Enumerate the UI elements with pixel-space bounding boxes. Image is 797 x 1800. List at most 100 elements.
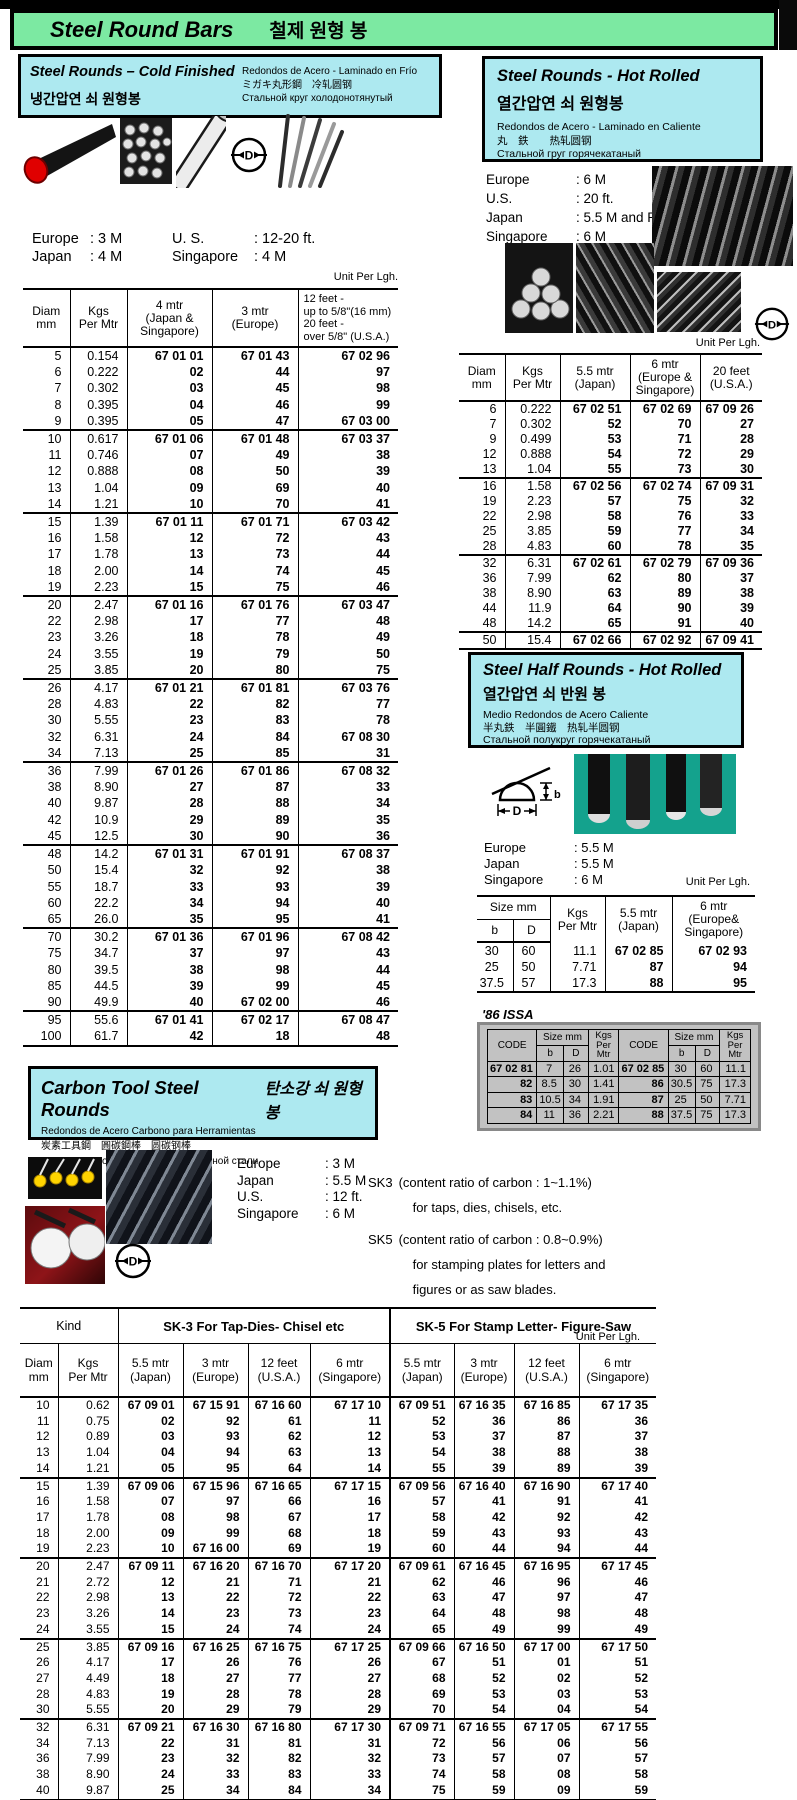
length-item: : 12-20 ft. (254, 231, 316, 247)
table-cell: 2.47 (57, 1557, 118, 1575)
table-cell: 59 (578, 1782, 657, 1800)
table-cell: 67 01 16 (126, 595, 212, 614)
table-cell: 46 (453, 1574, 515, 1591)
table-row: 36 7.99 67 01 26 67 01 86 67 08 32 (23, 761, 398, 780)
table-cell: 05 (126, 412, 212, 431)
table-cell: 67 15 91 (182, 1397, 248, 1414)
length-item: : 20 ft. (576, 191, 614, 206)
table-cell: 17 (309, 1509, 391, 1526)
table-cell: 30.5 (667, 1076, 696, 1093)
length-item: Europe (32, 231, 79, 247)
table-row: 36 7.99 62 80 37 (459, 571, 762, 586)
table-cell: 55.6 (69, 1010, 127, 1029)
unit-label: Unit Per Lgh. (333, 271, 398, 283)
table-cell: 36 (482, 571, 497, 585)
table-row: 20 2.47 67 01 16 67 01 76 67 03 47 (23, 595, 398, 614)
table-row: 36 7.99 23 32 82 32 73 57 07 57 (20, 1751, 657, 1768)
table-cell: 12.5 (69, 827, 127, 846)
table-cell: 3.26 (57, 1606, 118, 1622)
table-cell: 3.85 (504, 524, 560, 539)
table-row: 30 60 11.1 67 02 85 67 02 93 (477, 942, 756, 959)
half-rounds-header-box: Steel Half Rounds - Hot Rolled 열간압연 쇠 반원… (468, 652, 744, 748)
table-cell: 35 (126, 910, 212, 929)
table-cell: 0.75 (57, 1413, 118, 1430)
table-cell: 81 (247, 1735, 310, 1752)
table-cell: 64 (389, 1606, 455, 1622)
table-cell: 02 (126, 364, 212, 381)
length-item: Europe (484, 840, 526, 855)
subtitle-spanish: Medio Redondos de Acero Caliente (483, 709, 649, 721)
table-cell: 55 (47, 879, 62, 894)
table-cell: 99 (513, 1621, 580, 1639)
table-cell: 44 (453, 1541, 515, 1559)
table-cell: 48 (453, 1606, 515, 1622)
table-cell: 70 (211, 495, 298, 514)
table-cell: 39 (297, 463, 398, 480)
table-cell: 7.13 (57, 1735, 118, 1752)
table-cell: 11 (48, 448, 62, 463)
table-cell: 05 (117, 1460, 183, 1478)
col-header-sk5-usa: 12 feet (U.S.A.) (513, 1343, 580, 1398)
diameter-letter: D (245, 149, 254, 163)
length-item: Singapore (486, 229, 548, 244)
table-cell: 6.31 (504, 554, 560, 571)
table-cell: 90 (211, 827, 298, 846)
section-title: Carbon Tool Steel Rounds (41, 1077, 199, 1120)
table-cell: 73 (389, 1751, 455, 1768)
table-row: 7 0.302 52 70 27 (459, 417, 762, 432)
table-cell: 21 (182, 1574, 248, 1591)
table-cell: 61.7 (69, 1028, 127, 1046)
table-cell: 67 09 01 (117, 1397, 183, 1414)
table-cell: 2.00 (69, 562, 127, 579)
table-cell: 67 17 05 (513, 1718, 580, 1736)
section-title-korean: 열간압연 쇠 원형봉 (497, 96, 624, 113)
table-cell: 18 (126, 629, 212, 646)
diameter-symbol-icon: D (231, 137, 267, 173)
table-cell: 33 (182, 1767, 248, 1783)
table-row: 38 8.90 63 89 38 (459, 586, 762, 601)
table-cell: 84 (247, 1782, 310, 1800)
table-cell: 26 (36, 1655, 50, 1670)
table-cell: 13 (482, 462, 497, 476)
table-cell: 87 (604, 959, 673, 975)
half-round-lengths: Europe: 5.5 M Japan: 5.5 M Singapore: 6 M (484, 840, 614, 888)
table-cell: 0.62 (57, 1397, 118, 1414)
table-cell: 27 (309, 1670, 391, 1687)
table-cell: 1.39 (69, 512, 127, 531)
table-row: 23 3.26 18 78 49 (23, 629, 398, 646)
table-row: 22 2.98 58 76 33 (459, 509, 762, 524)
table-cell: 52 (389, 1413, 455, 1430)
table-cell: 18 (211, 1028, 298, 1046)
col-header-6mtr: 6 mtr (Europe& Singapore) (671, 896, 756, 942)
table-cell: 54 (559, 447, 630, 462)
table-cell: 47 (578, 1590, 657, 1607)
table-cell: 67 03 47 (297, 595, 398, 614)
table-cell: 26.0 (69, 910, 127, 929)
unit-label: Unit Per Lgh. (695, 337, 760, 349)
table-cell: 4.17 (57, 1655, 118, 1671)
table-cell: 67 09 06 (117, 1476, 183, 1495)
table-cell: 14 (117, 1606, 183, 1622)
table-row: 8 0.395 04 46 99 (23, 396, 398, 413)
table-cell: 12 (47, 464, 62, 479)
subtitle-japanese-chinese: ミガキ丸形鋼 冷轧圆钢 (242, 79, 352, 91)
table-cell: 38 (297, 862, 398, 879)
table-cell: 04 (513, 1702, 580, 1720)
table-cell: 67 02 61 (559, 554, 630, 571)
table-cell: 67 09 36 (699, 554, 762, 571)
subtitle-spanish: Redondos de Acero - Laminado en Caliente (497, 121, 701, 133)
table-cell: 49 (211, 447, 298, 464)
table-cell: 4.83 (57, 1686, 118, 1703)
table-cell: 11.1 (549, 942, 606, 959)
table-cell: 20 (20, 1557, 58, 1575)
table-cell: 67 02 00 (211, 993, 298, 1012)
table-cell: 26 (309, 1655, 391, 1671)
table-cell: 30.2 (69, 927, 127, 946)
table-cell: 69 (211, 479, 298, 496)
table-cell: 45 (47, 828, 62, 843)
table-cell: 22 (182, 1590, 248, 1607)
table-row: 25 50 7.71 87 94 (477, 959, 756, 975)
table-cell: 36 (297, 827, 398, 846)
table-cell: 14 (36, 1460, 50, 1475)
